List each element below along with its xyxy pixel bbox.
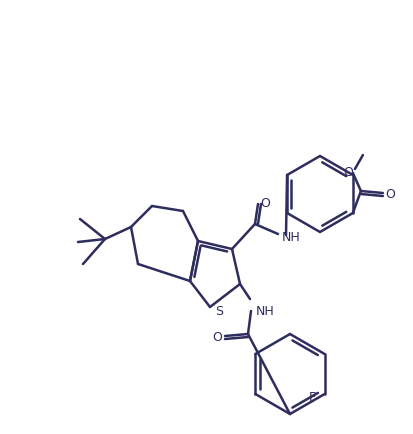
Text: O: O (342, 165, 352, 178)
Text: O: O (384, 188, 394, 201)
Text: S: S (214, 305, 223, 318)
Text: F: F (309, 391, 316, 404)
Text: NH: NH (281, 231, 300, 244)
Text: NH: NH (255, 305, 274, 318)
Text: O: O (259, 197, 269, 210)
Text: O: O (211, 331, 221, 344)
